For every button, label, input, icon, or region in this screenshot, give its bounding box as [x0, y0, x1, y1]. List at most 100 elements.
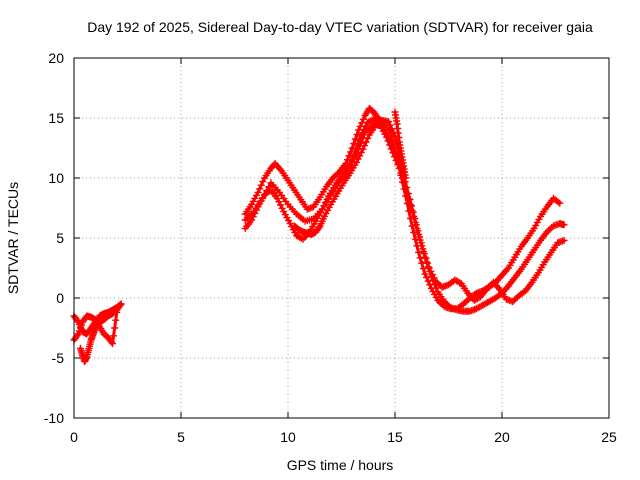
y-tick-label: 15 [48, 110, 64, 126]
data-point-marker [256, 185, 264, 193]
data-point-marker [420, 250, 428, 258]
data-point-marker [412, 221, 420, 229]
data-point-marker [347, 148, 355, 156]
data-point-marker [421, 270, 429, 278]
data-point-marker [334, 170, 342, 177]
data-point-marker [424, 277, 432, 285]
chart-title: Day 192 of 2025, Sidereal Day-to-day VTE… [87, 19, 593, 35]
data-point-marker [320, 202, 328, 210]
x-tick-label: 5 [177, 429, 185, 445]
data-point-marker [417, 239, 425, 247]
data-point-marker [411, 215, 419, 222]
data-point-marker [554, 198, 562, 206]
data-point-marker [560, 236, 568, 244]
y-tick-label: -10 [44, 410, 64, 426]
data-point-marker [418, 259, 426, 267]
data-point-marker [318, 205, 326, 213]
data-point-marker [419, 265, 427, 273]
data-point-marker [354, 155, 362, 163]
data-point-marker [73, 317, 81, 324]
data-point-marker [425, 264, 433, 272]
x-tick-label: 0 [70, 429, 78, 445]
data-point-marker [357, 149, 365, 156]
y-tick-label: -5 [52, 350, 65, 366]
data-point-marker [408, 202, 416, 210]
data-point-marker [116, 302, 124, 309]
data-point-marker [323, 198, 331, 206]
data-point-marker [416, 233, 424, 241]
data-point-marker [356, 152, 364, 160]
y-tick-label: 20 [48, 50, 64, 66]
data-point-marker [361, 142, 369, 150]
y-tick-label: 5 [56, 230, 64, 246]
data-point-marker [345, 152, 353, 160]
data-point-marker [423, 274, 431, 282]
data-point-marker [273, 194, 281, 202]
data-point-marker [111, 324, 119, 332]
data-point-marker [278, 204, 286, 212]
data-point-marker [257, 181, 265, 189]
data-point-marker [385, 118, 393, 126]
data-point-marker [403, 184, 411, 192]
data-point-marker [410, 229, 418, 237]
tick-labels: 0 5 10 15 20 25 -10 -5 0 5 10 15 20 [44, 50, 617, 445]
data-point-marker [415, 248, 423, 256]
data-point-marker [362, 122, 370, 130]
data-point-marker [388, 125, 396, 133]
data-point-marker [362, 138, 370, 146]
data-point-marker [254, 188, 262, 196]
data-point-marker [404, 190, 412, 198]
data-point-marker [352, 158, 360, 166]
data-point-marker [315, 224, 323, 231]
data-point-marker [560, 221, 568, 229]
data-point-marker [351, 135, 359, 143]
series-track-h [391, 108, 410, 182]
series-track-f [241, 120, 568, 306]
y-tick-label: 0 [56, 290, 64, 306]
data-point-marker [348, 144, 356, 152]
data-point-marker [275, 198, 283, 206]
data-point-marker [456, 279, 464, 287]
data-point-marker [109, 340, 117, 348]
series-track-b [70, 308, 121, 348]
data-point-marker [350, 140, 358, 147]
series-track-c [76, 300, 125, 366]
data-point-marker [107, 338, 115, 346]
data-point-marker [386, 121, 394, 129]
plot-frame [73, 57, 610, 419]
x-tick-label: 10 [280, 429, 296, 445]
data-point-marker [248, 216, 256, 224]
data-point-marker [427, 267, 435, 275]
data-point-marker [260, 191, 268, 198]
y-tick-label: 10 [48, 170, 64, 186]
x-tick-label: 20 [494, 429, 510, 445]
data-point-marker [430, 274, 438, 282]
data-point-marker [263, 187, 271, 195]
data-point-marker [414, 227, 422, 235]
data-point-marker [265, 183, 273, 191]
data-point-marker [428, 271, 436, 279]
data-point-marker [259, 178, 267, 186]
x-tick-label: 25 [601, 429, 617, 445]
data-point-marker [258, 194, 266, 202]
data-point-marker [359, 115, 367, 123]
data-point-marker [556, 199, 564, 207]
data-point-marker [357, 139, 365, 147]
data-point-marker [419, 245, 427, 253]
series-track-d [241, 104, 564, 313]
data-point-marker [359, 145, 367, 153]
data-point-marker [402, 174, 410, 182]
data-point-marker [520, 288, 528, 296]
data-point-marker [277, 201, 285, 209]
data-point-marker [364, 134, 372, 142]
data-point-marker [387, 136, 395, 144]
y-axis-label: SDTVAR / TECUs [5, 182, 21, 294]
x-tick-label: 15 [387, 429, 403, 445]
data-point-marker [422, 254, 430, 262]
data-point-marker [73, 332, 81, 339]
data-point-marker [432, 284, 440, 292]
data-point-marker [424, 259, 432, 267]
data-point-marker [411, 235, 419, 243]
